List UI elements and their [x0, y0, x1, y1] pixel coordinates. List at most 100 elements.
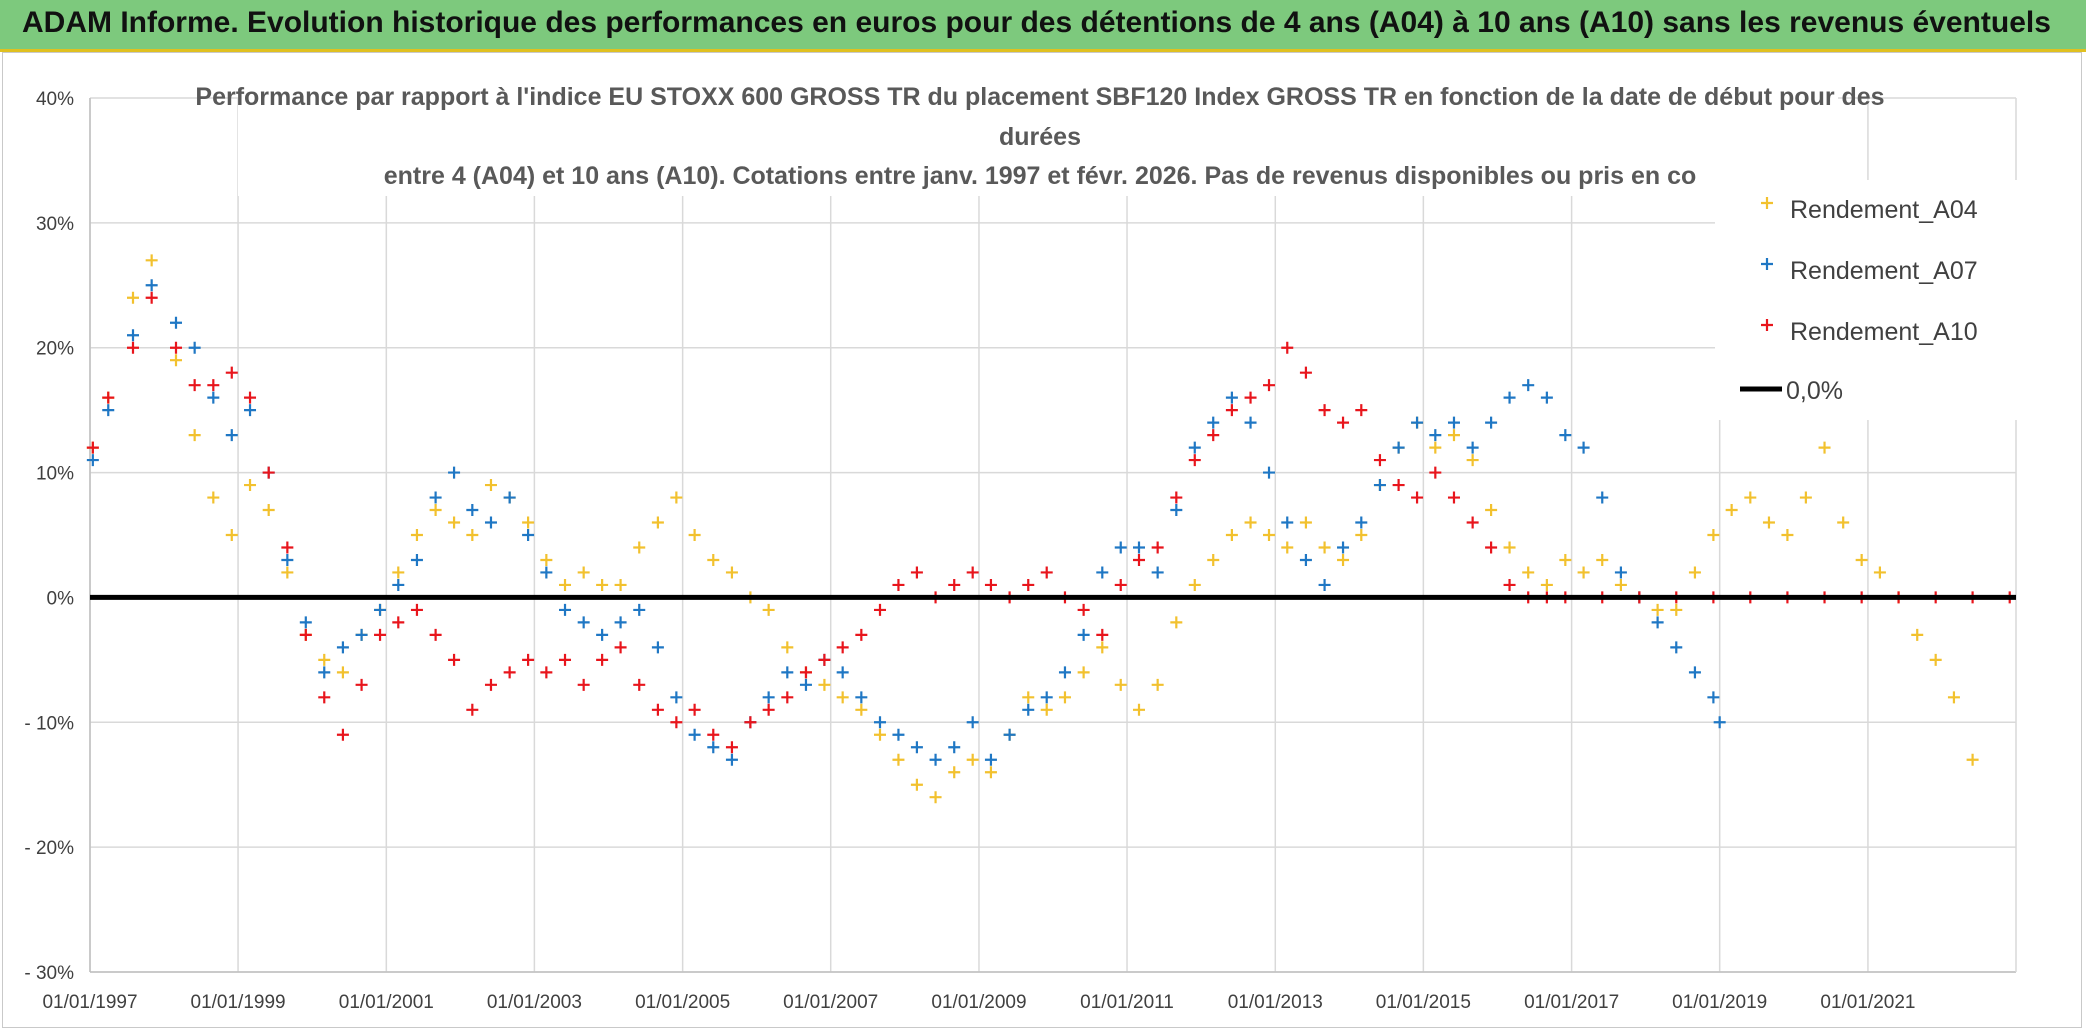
point-a07 [336, 641, 349, 654]
point-a10 [336, 728, 349, 741]
point-a10 [1151, 541, 1164, 554]
point-a04 [929, 791, 942, 804]
point-a04 [410, 529, 423, 541]
point-a10 [1373, 454, 1386, 467]
point-a07 [1151, 566, 1164, 579]
point-a04 [948, 766, 961, 779]
x-tick-label: 01/01/2005 [635, 992, 730, 1013]
point-a04 [614, 578, 627, 591]
legend-marker-a04 [1761, 197, 1773, 209]
point-a10 [855, 628, 868, 641]
point-a04 [484, 479, 497, 492]
point-a04 [1207, 553, 1220, 566]
point-a07 [1688, 666, 1701, 679]
point-a10 [596, 653, 609, 666]
point-a04 [1244, 516, 1257, 529]
legend-marker-a10 [1761, 319, 1773, 331]
point-a07 [1447, 416, 1460, 429]
point-a07 [1337, 541, 1350, 554]
point-a07 [651, 641, 664, 654]
point-a10 [244, 391, 257, 404]
point-a07 [1114, 541, 1127, 554]
point-a07 [799, 678, 812, 691]
point-a07 [355, 628, 368, 641]
point-a04 [281, 566, 294, 579]
point-a04 [1133, 703, 1145, 716]
point-a10 [1244, 391, 1257, 404]
legend-item-a07: Rendement_A07 [1761, 257, 1978, 285]
point-a04 [1947, 691, 1960, 704]
point-a07 [1133, 541, 1145, 554]
chart-title-line-2: durées [999, 123, 1081, 151]
point-a04 [318, 653, 331, 666]
point-a07 [1077, 628, 1090, 641]
point-a04 [1670, 603, 1683, 616]
point-a04 [336, 666, 349, 679]
point-a04 [1281, 541, 1294, 554]
point-a10 [1188, 454, 1201, 467]
legend-item-a04: Rendement_A04 [1761, 196, 1978, 224]
point-a04 [1151, 678, 1164, 691]
point-a10 [1207, 429, 1220, 442]
point-a07 [410, 553, 423, 566]
point-a10 [1392, 479, 1405, 492]
point-a07 [892, 728, 905, 741]
y-tick-label: 20% [36, 339, 74, 360]
point-a04 [1911, 628, 1924, 641]
point-a04 [1873, 566, 1886, 579]
chart-title-line-1: Performance par rapport à l'indice EU ST… [195, 83, 1884, 111]
y-tick-label: - 30% [24, 963, 74, 984]
point-a07 [1244, 416, 1257, 429]
point-a04 [1651, 603, 1664, 616]
y-tick-label: - 20% [24, 838, 74, 859]
x-tick-label: 01/01/2021 [1820, 992, 1915, 1013]
point-a10 [1096, 628, 1109, 641]
point-a04 [540, 553, 553, 566]
point-a07 [466, 504, 479, 517]
point-a04 [818, 678, 831, 691]
point-a04 [1447, 429, 1460, 442]
point-a04 [855, 703, 868, 716]
point-a10 [126, 341, 139, 354]
point-a04 [1688, 566, 1701, 579]
point-a10 [225, 366, 238, 379]
point-a10 [836, 641, 849, 654]
point-a07 [1003, 728, 1016, 741]
point-a07 [984, 753, 997, 766]
title-background [238, 78, 1838, 196]
point-a10 [948, 578, 961, 591]
point-a04 [1337, 553, 1350, 566]
point-a07 [522, 529, 535, 541]
point-a04 [169, 354, 182, 367]
point-a04 [1299, 516, 1312, 529]
series-a07 [86, 279, 1726, 766]
point-a10 [1318, 404, 1331, 417]
data-points [86, 254, 2016, 804]
legend-item-zero: 0,0% [1740, 377, 1843, 405]
point-a04 [1503, 541, 1516, 554]
point-a04 [1263, 529, 1276, 541]
chart-frame [2, 52, 2082, 1028]
point-a04 [781, 641, 794, 654]
series-a10 [86, 291, 2016, 754]
legend-label-a04: Rendement_A04 [1790, 196, 1978, 224]
chart-title-line-3: entre 4 (A04) et 10 ans (A10). Cotations… [384, 162, 1697, 190]
point-a10 [188, 379, 201, 392]
point-a10 [318, 691, 331, 704]
point-a10 [670, 716, 683, 729]
point-a10 [1281, 341, 1294, 354]
point-a10 [1337, 416, 1350, 429]
point-a04 [1114, 678, 1127, 691]
point-a07 [688, 728, 701, 741]
point-a10 [799, 666, 812, 679]
point-a10 [873, 603, 886, 616]
point-a04 [1040, 703, 1053, 716]
point-a10 [1225, 404, 1238, 417]
point-a10 [145, 291, 158, 304]
point-a07 [1263, 466, 1276, 479]
x-tick-label: 01/01/2001 [339, 992, 434, 1013]
legend-label-zero: 0,0% [1786, 377, 1843, 405]
point-a07 [1318, 578, 1331, 591]
legend-label-a10: Rendement_A10 [1790, 318, 1978, 346]
point-a10 [1077, 603, 1090, 616]
